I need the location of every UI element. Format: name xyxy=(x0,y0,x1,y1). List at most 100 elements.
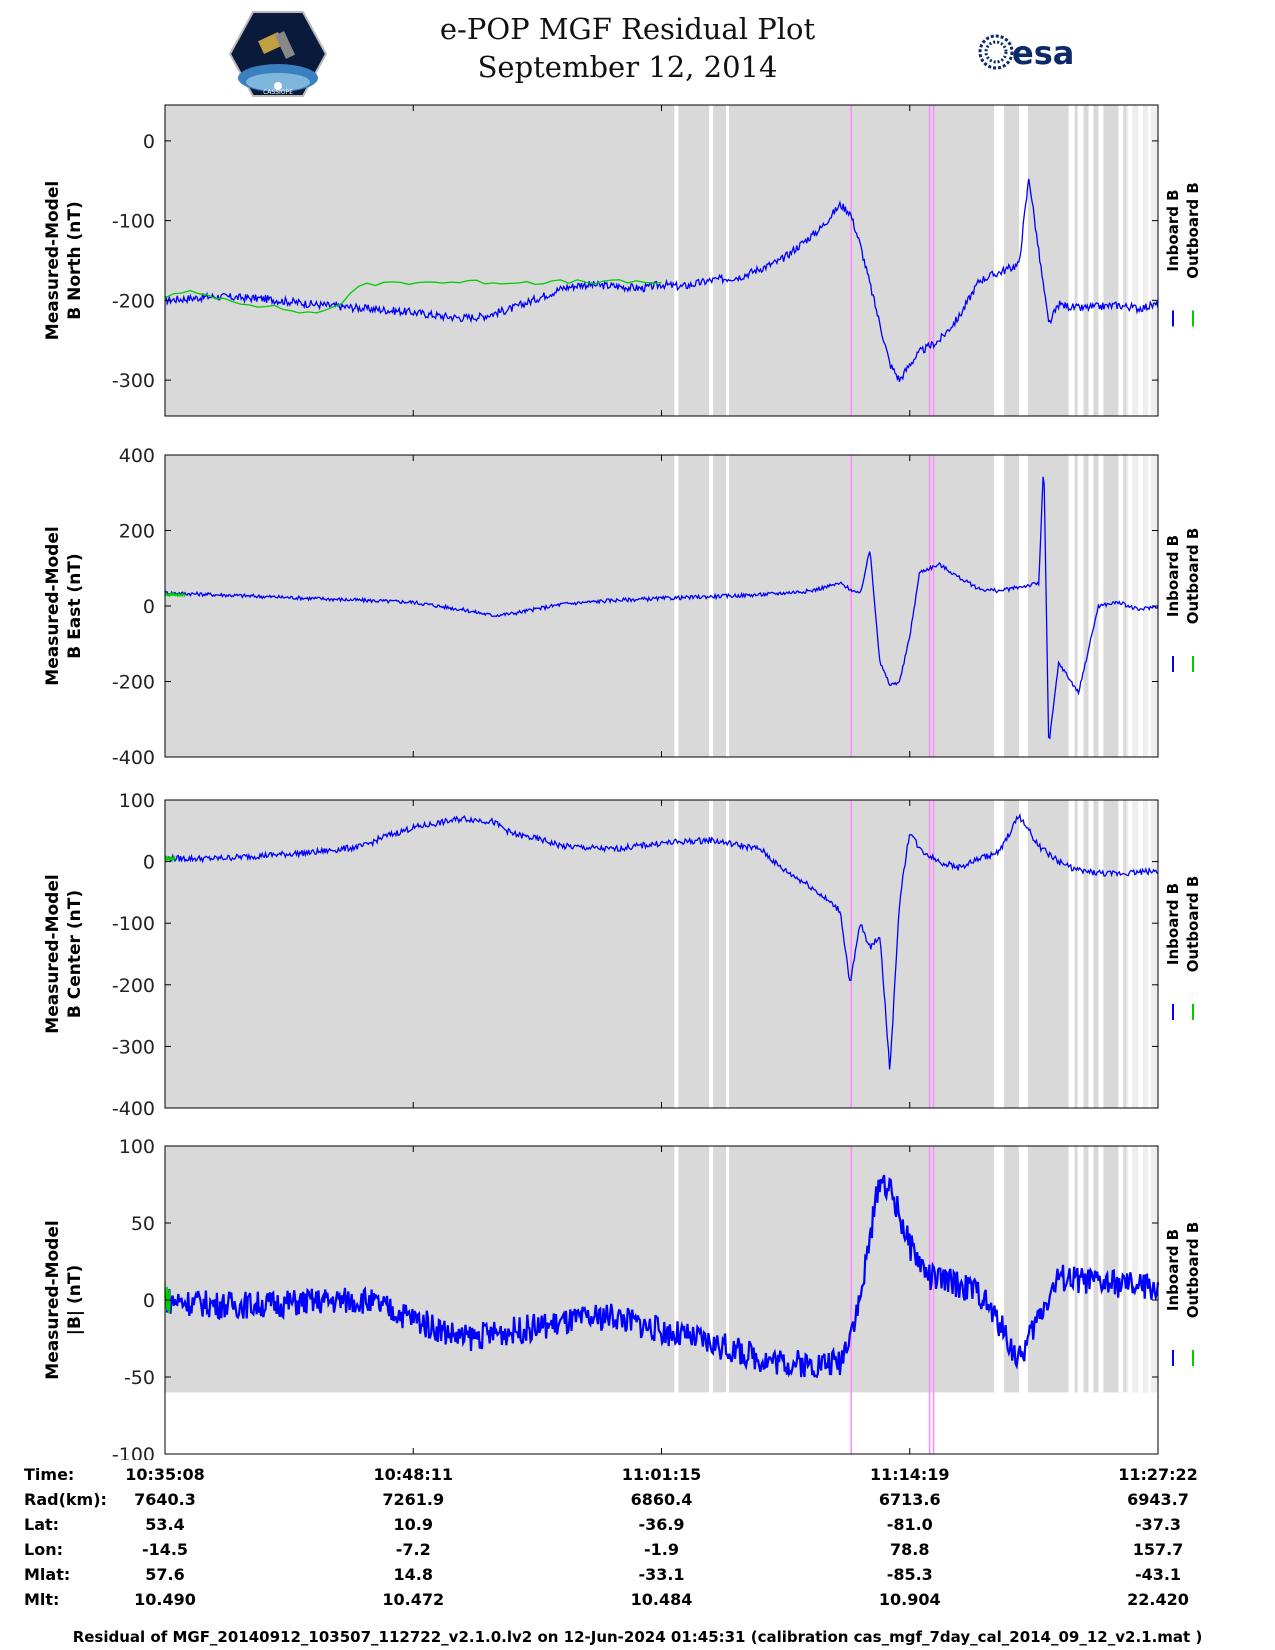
coverage-gap xyxy=(994,1146,1005,1393)
info-value: 10.490 xyxy=(134,1590,196,1609)
y-axis-label: Measured-Model xyxy=(43,181,63,340)
y-tick-label: 100 xyxy=(119,790,155,812)
info-value: -7.2 xyxy=(395,1540,431,1559)
coverage-gap xyxy=(1126,105,1158,416)
chart-title-line1: e-POP MGF Residual Plot xyxy=(439,12,816,46)
coverage-gap xyxy=(1018,800,1028,1108)
y-tick-label: -200 xyxy=(112,672,155,694)
coverage-gap xyxy=(709,1146,714,1393)
coverage-gap xyxy=(1098,105,1104,416)
coverage-gap xyxy=(674,105,679,416)
coverage-gap xyxy=(726,800,730,1108)
coverage-band xyxy=(165,105,1158,416)
coverage-gap xyxy=(709,105,714,416)
y-tick-label: 400 xyxy=(119,445,155,467)
inboard-series-line xyxy=(164,178,1159,382)
coverage-gap xyxy=(1077,1146,1084,1393)
info-value: 6943.7 xyxy=(1127,1490,1189,1509)
coverage-band xyxy=(1113,1146,1119,1393)
coverage-gap xyxy=(1126,800,1158,1108)
coverage-band xyxy=(1113,800,1119,1108)
y-axis-label: B Center (nT) xyxy=(65,890,85,1018)
info-value: 14.8 xyxy=(393,1565,433,1584)
legend-outboard-label: Outboard B xyxy=(1184,1222,1202,1319)
esa-logo: esa xyxy=(978,34,1074,72)
coverage-gap xyxy=(1068,800,1075,1108)
info-value: 10.472 xyxy=(382,1590,445,1609)
legend-outboard-label: Outboard B xyxy=(1184,528,1202,625)
info-row-label: Mlt: xyxy=(24,1590,60,1609)
y-tick-label: 0 xyxy=(143,131,155,153)
info-value: 53.4 xyxy=(145,1515,185,1534)
info-row: Lat: 53.4 10.9 -36.9 -81.0 -37.3 xyxy=(0,1515,1275,1539)
footer-caption: Residual of MGF_20140912_103507_112722_v… xyxy=(72,1628,1203,1646)
legend-outboard-label: Outboard B xyxy=(1184,182,1202,279)
outboard-series-line xyxy=(164,279,662,314)
legend-outboard-label: Outboard B xyxy=(1184,876,1202,973)
y-tick-label: -200 xyxy=(112,975,155,997)
coverage-gap xyxy=(1088,105,1094,416)
info-value: 7261.9 xyxy=(382,1490,445,1509)
legend-inboard-label: Inboard B xyxy=(1164,535,1182,617)
info-value: -1.9 xyxy=(644,1540,679,1559)
coverage-gap xyxy=(994,105,1005,416)
coverage-gap xyxy=(1077,105,1084,416)
coverage-gap xyxy=(1118,800,1124,1108)
coverage-gap xyxy=(726,105,730,416)
coverage-gap xyxy=(1088,455,1094,757)
coverage-gap xyxy=(726,455,730,757)
info-value: 6713.6 xyxy=(878,1490,941,1509)
info-value: 57.6 xyxy=(145,1565,185,1584)
info-row: Time: 10:35:08 10:48:11 11:01:15 11:14:19 11:… xyxy=(0,1465,1275,1489)
y-axis-label: Measured-Model xyxy=(43,526,63,685)
y-axis-label: |B| (nT) xyxy=(65,1265,85,1336)
outboard-series-line xyxy=(164,854,176,863)
info-row-label: Lat: xyxy=(24,1515,60,1534)
chart-title: e-POP MGF Residual Plot September 12, 20… xyxy=(0,10,1275,86)
coverage-gap xyxy=(1018,105,1028,416)
coverage-gap xyxy=(709,800,714,1108)
y-tick-label: 50 xyxy=(131,1213,155,1235)
y-tick-label: -400 xyxy=(112,747,155,769)
coverage-gap xyxy=(1098,455,1104,757)
y-axis-label: Measured-Model xyxy=(43,1220,63,1379)
info-value: 6860.4 xyxy=(630,1490,693,1509)
coverage-band xyxy=(165,1146,1158,1393)
coverage-band xyxy=(165,800,1158,1108)
y-tick-label: -400 xyxy=(112,1098,155,1120)
y-tick-label: 200 xyxy=(119,521,155,543)
info-value: 11:14:19 xyxy=(869,1465,950,1484)
chart-title-line2: September 12, 2014 xyxy=(477,50,778,84)
info-row: Lon: -14.5 -7.2 -1.9 78.8 157.7 xyxy=(0,1540,1275,1564)
legend-inboard-label: Inboard B xyxy=(1164,883,1182,965)
legend-inboard-label: Inboard B xyxy=(1164,1229,1182,1311)
coverage-band xyxy=(1113,455,1119,757)
info-value: 10:48:11 xyxy=(373,1465,454,1484)
info-value: -85.3 xyxy=(886,1565,933,1584)
y-tick-label: -100 xyxy=(112,1444,155,1460)
inboard-series-line xyxy=(164,476,1159,740)
y-tick-label: 100 xyxy=(119,1136,155,1158)
outboard-series-line xyxy=(164,591,186,599)
info-value: 157.7 xyxy=(1132,1540,1184,1559)
y-tick-label: -100 xyxy=(112,913,155,935)
info-value: 11:27:22 xyxy=(1118,1465,1198,1484)
coverage-gap xyxy=(994,455,1005,757)
info-value: -37.3 xyxy=(1134,1515,1182,1534)
coverage-gap xyxy=(1098,1146,1104,1393)
info-value: -43.1 xyxy=(1134,1565,1182,1584)
info-row: Mlt: 10.490 10.472 10.484 10.904 22.420 xyxy=(0,1590,1275,1614)
coverage-gap xyxy=(1068,1146,1075,1393)
y-tick-label: 0 xyxy=(143,852,155,874)
info-value: 7640.3 xyxy=(134,1490,196,1509)
coverage-gap xyxy=(994,800,1005,1108)
coverage-gap xyxy=(1118,1146,1124,1393)
inboard-series-line xyxy=(164,812,1158,1070)
info-row-label: Mlat: xyxy=(24,1565,71,1584)
info-value: -33.1 xyxy=(638,1565,685,1584)
coverage-gap xyxy=(674,800,679,1108)
coverage-gap xyxy=(726,1146,730,1393)
esa-logo-text: esa xyxy=(1012,34,1074,72)
coverage-gap xyxy=(1118,105,1124,416)
info-row-label: Rad(km): xyxy=(24,1490,107,1509)
